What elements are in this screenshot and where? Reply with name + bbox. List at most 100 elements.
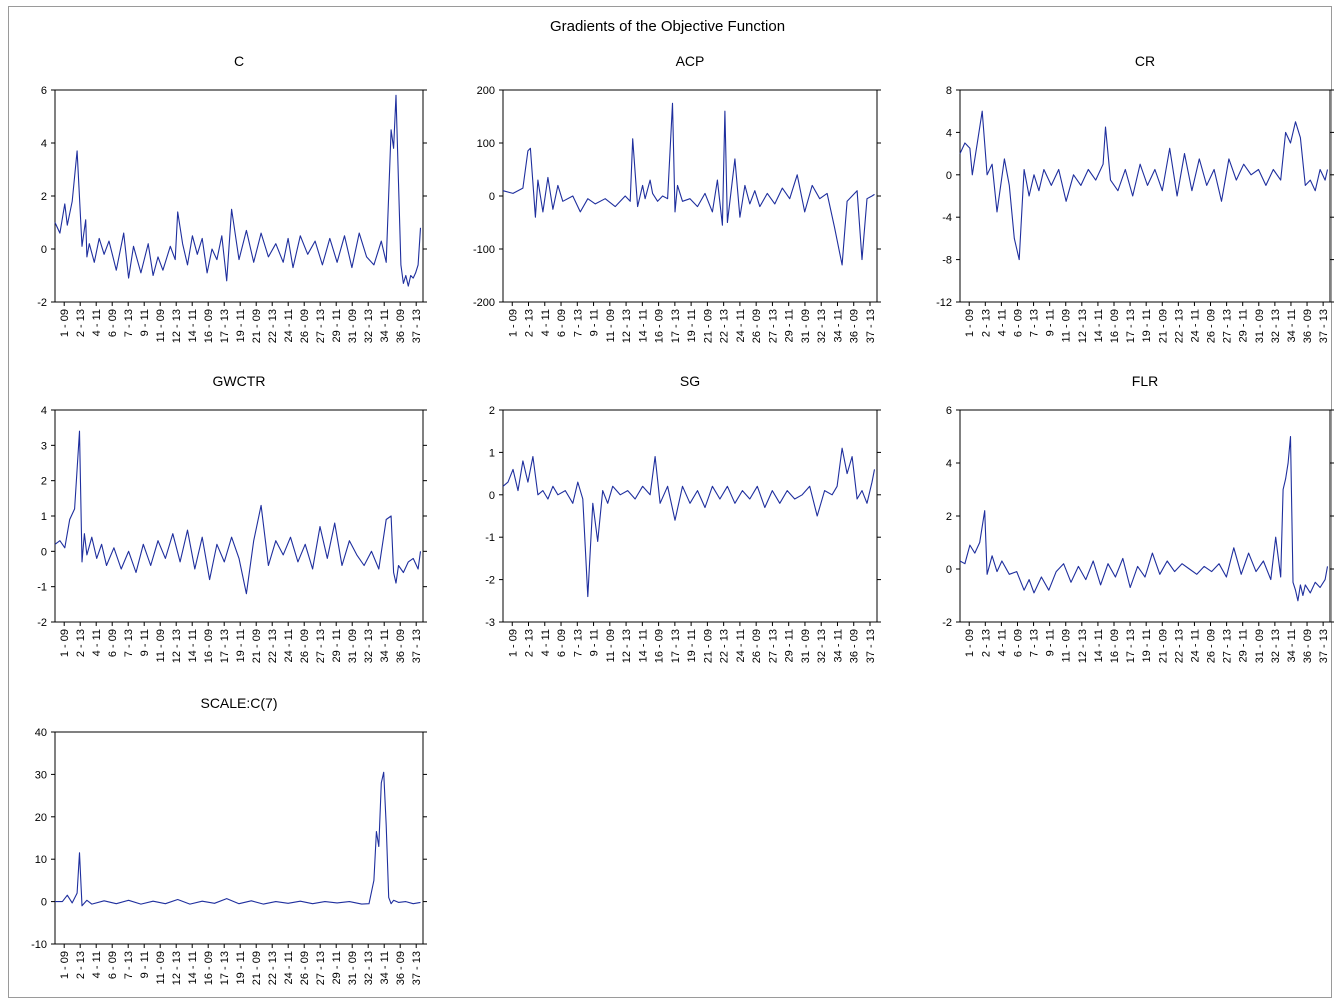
- x-tick-label: 24 - 11: [735, 309, 747, 342]
- x-tick-label: 36 - 09: [849, 309, 861, 343]
- y-tick-label: 1: [41, 511, 47, 523]
- x-tick-label: 19 - 11: [1141, 629, 1153, 662]
- y-tick-label: 4: [41, 138, 47, 150]
- x-tick-label: 19 - 11: [1141, 309, 1153, 342]
- chart-panel-5: FLR -2 0 2 4 6 1 - 09 2 - 13 4 - 11 6 - 09 7 - 13 9…: [942, 373, 1334, 663]
- y-tick-label: 3: [41, 440, 47, 452]
- chart-panel-2: CR -12 -8 -4 0 4 8 1 - 09 2 - 13 4 - 11 6 - 09 7 - …: [936, 53, 1334, 343]
- x-tick-label: 29 - 11: [1238, 309, 1250, 342]
- series-line-0: [54, 430, 422, 595]
- x-tick-label: 11 - 09: [155, 951, 167, 984]
- series-line-0: [54, 94, 422, 287]
- x-tick-label: 7 - 13: [1029, 309, 1041, 337]
- x-tick-label: 1 - 09: [59, 309, 71, 337]
- x-tick-label: 32 - 13: [363, 629, 375, 663]
- x-tick-label: 24 - 11: [1189, 629, 1201, 662]
- x-tick-label: 11 - 09: [605, 629, 617, 662]
- x-tick-label: 19 - 11: [686, 629, 698, 662]
- x-tick-label: 1 - 09: [507, 629, 519, 657]
- series-line-0: [502, 102, 875, 266]
- series-line-0: [502, 447, 876, 598]
- chart-title: SCALE:C(7): [200, 695, 277, 711]
- figure-frame: [8, 6, 1332, 998]
- chart-panel-3: GWCTR -2 -1 0 1 2 3 4 1 - 09 2 - 13 4 - 11 6 - 09 7 …: [37, 373, 427, 663]
- x-tick-label: 4 - 11: [996, 629, 1008, 656]
- chart-title: FLR: [1132, 373, 1158, 389]
- plot-area: [959, 409, 1331, 623]
- x-tick-label: 14 - 11: [1093, 629, 1105, 662]
- x-tick-label: 27 - 13: [315, 629, 327, 663]
- x-tick-label: 14 - 11: [187, 951, 199, 984]
- x-tick-label: 16 - 09: [1109, 629, 1121, 663]
- x-tick-label: 17 - 13: [670, 629, 682, 663]
- x-tick-label: 24 - 11: [283, 951, 295, 984]
- x-tick-label: 22 - 13: [267, 309, 279, 343]
- x-tick-label: 29 - 11: [784, 629, 796, 662]
- x-tick-label: 2 - 13: [75, 629, 87, 657]
- x-tick-label: 12 - 13: [171, 951, 183, 985]
- y-tick-label: -2: [37, 297, 47, 309]
- x-tick-label: 32 - 13: [816, 309, 828, 343]
- x-tick-label: 4 - 11: [91, 629, 103, 656]
- y-tick-label: 0: [41, 546, 47, 558]
- x-tick-label: 2 - 13: [980, 629, 992, 657]
- x-tick-label: 27 - 13: [315, 951, 327, 985]
- x-tick-label: 21 - 09: [1157, 309, 1169, 343]
- x-tick-label: 21 - 09: [251, 629, 263, 663]
- x-tick-label: 31 - 09: [347, 309, 359, 343]
- y-tick-label: 40: [35, 727, 47, 739]
- x-tick-label: 14 - 11: [187, 309, 199, 342]
- x-tick-label: 1 - 09: [507, 309, 519, 337]
- x-tick-label: 26 - 09: [751, 629, 763, 663]
- y-tick-label: 2: [946, 511, 952, 523]
- y-tick-label: 2: [41, 191, 47, 203]
- x-tick-label: 27 - 13: [315, 309, 327, 343]
- plot-area: [959, 89, 1331, 303]
- x-tick-label: 7 - 13: [123, 951, 135, 979]
- x-tick-label: 32 - 13: [363, 951, 375, 985]
- x-tick-label: 22 - 13: [719, 309, 731, 343]
- x-tick-label: 37 - 13: [1318, 629, 1330, 663]
- series-line-0: [959, 435, 1329, 602]
- y-tick-label: 6: [41, 85, 47, 97]
- x-tick-label: 9 - 11: [589, 629, 601, 656]
- x-tick-label: 36 - 09: [1302, 629, 1314, 663]
- x-tick-label: 16 - 09: [203, 309, 215, 343]
- x-tick-label: 6 - 09: [107, 629, 119, 657]
- x-tick-label: 11 - 09: [605, 309, 617, 342]
- y-tick-label: 2: [41, 476, 47, 488]
- x-tick-label: 31 - 09: [800, 629, 812, 663]
- x-tick-label: 12 - 13: [1077, 629, 1089, 663]
- x-tick-label: 36 - 09: [395, 629, 407, 663]
- x-tick-label: 24 - 11: [283, 629, 295, 662]
- x-tick-label: 16 - 09: [654, 629, 666, 663]
- x-tick-label: 31 - 09: [1254, 309, 1266, 343]
- x-tick-label: 34 - 11: [1286, 309, 1298, 342]
- x-tick-label: 16 - 09: [203, 629, 215, 663]
- y-tick-label: 10: [35, 854, 47, 866]
- x-tick-label: 1 - 09: [59, 629, 71, 657]
- x-tick-label: 22 - 13: [1173, 629, 1185, 663]
- y-tick-label: 30: [35, 769, 47, 781]
- x-tick-label: 19 - 11: [235, 629, 247, 662]
- x-tick-label: 17 - 13: [1125, 309, 1137, 343]
- x-tick-label: 1 - 09: [964, 309, 976, 337]
- x-tick-label: 9 - 11: [139, 629, 151, 656]
- x-tick-label: 17 - 13: [670, 309, 682, 343]
- x-tick-label: 16 - 09: [1109, 309, 1121, 343]
- series-line-0: [55, 771, 421, 907]
- y-tick-label: 4: [946, 458, 952, 470]
- x-tick-label: 12 - 13: [171, 309, 183, 343]
- x-tick-label: 6 - 09: [107, 309, 119, 337]
- x-tick-label: 29 - 11: [331, 951, 343, 984]
- x-tick-label: 2 - 13: [980, 309, 992, 337]
- x-tick-label: 37 - 13: [865, 629, 877, 663]
- x-tick-label: 34 - 11: [832, 309, 844, 342]
- chart-title: SG: [680, 373, 700, 389]
- chart-title: ACP: [676, 53, 705, 69]
- y-tick-label: 1: [489, 447, 495, 459]
- y-tick-label: 0: [946, 564, 952, 576]
- y-tick-label: -100: [473, 244, 495, 256]
- x-tick-label: 14 - 11: [637, 309, 649, 342]
